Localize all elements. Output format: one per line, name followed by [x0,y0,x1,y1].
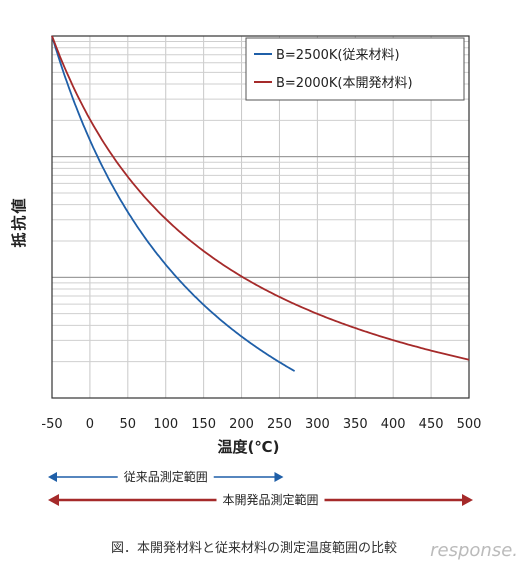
x-tick-labels: -50 0 50 100 150 200 250 300 350 400 450 500 [41,417,481,432]
legend-entry-b2500: B=2500K(従来材料) [276,48,400,63]
x-tick-label: 450 [419,417,444,432]
figure-caption: 図．本開発材料と従来材料の測定温度範囲の比較 [111,540,397,556]
range-label-conventional: 従来品測定範囲 [124,469,208,484]
x-tick-label: 50 [120,417,137,432]
watermark: response. [430,540,518,561]
x-tick-label: 200 [229,417,254,432]
range-arrow-head-left [48,472,57,482]
range-arrow-head-right [274,472,284,482]
y-axis-label: 抵抗値 [10,196,28,247]
legend-entry-b2000: B=2000K(本開発材料) [276,76,413,91]
legend: B=2500K(従来材料) B=2000K(本開発材料) [245,37,465,101]
x-axis-label: 温度(℃) [218,438,280,456]
x-tick-label: 350 [343,417,368,432]
measurement-ranges: 従来品測定範囲 本開発品測定範囲 [48,469,473,507]
series-layer [51,35,470,372]
x-tick-label: 100 [153,417,178,432]
plot-frame [51,35,470,399]
x-tick-label: 400 [381,417,406,432]
x-tick-label: 0 [86,417,94,432]
range-arrow-head-right [462,494,473,506]
range-arrow-head-left [48,494,59,506]
range-label-developed: 本開発品測定範囲 [222,492,318,507]
x-tick-label: 500 [457,417,482,432]
x-tick-label: -50 [41,417,62,432]
x-tick-label: 150 [191,417,216,432]
series-line-0 [51,35,296,372]
x-tick-label: 300 [305,417,330,432]
x-tick-label: 250 [267,417,292,432]
legend-box [245,37,465,101]
series-line-1 [51,35,470,361]
